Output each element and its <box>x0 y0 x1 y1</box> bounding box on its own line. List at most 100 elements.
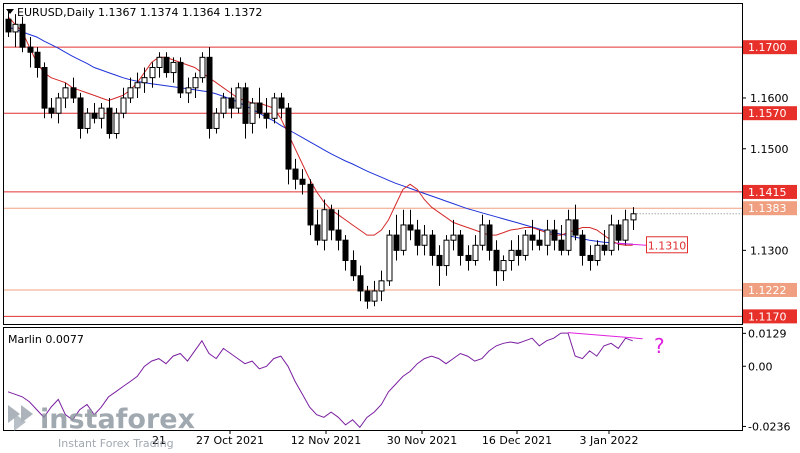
candle-body <box>622 219 629 241</box>
candle-body <box>263 112 270 119</box>
level-tag-label: 1.1170 <box>748 310 787 323</box>
candle-body <box>77 97 84 129</box>
candle-body <box>335 229 342 241</box>
candle <box>321 199 328 251</box>
candle-body <box>357 275 364 292</box>
candle-body <box>508 249 515 262</box>
candle <box>228 87 235 119</box>
candle-body <box>579 234 586 256</box>
candle-body <box>177 61 184 94</box>
candle-body <box>378 280 385 292</box>
candle <box>486 219 493 261</box>
candle-body <box>522 234 529 256</box>
ma-fast-line <box>7 16 633 246</box>
candle <box>77 92 84 139</box>
candle-body <box>5 18 12 33</box>
candle <box>120 87 127 119</box>
candle <box>27 37 34 68</box>
candle <box>213 108 220 134</box>
candle <box>5 9 12 38</box>
candle-body <box>587 254 594 262</box>
candle <box>622 209 629 246</box>
osc-tick-label: 0.0129 <box>748 327 787 340</box>
candle <box>242 82 249 139</box>
candle-body <box>536 239 543 246</box>
level-tag-label: 1.1222 <box>748 284 787 297</box>
candle <box>314 209 321 246</box>
candle-body <box>91 112 98 119</box>
candle <box>350 250 357 281</box>
candle-body <box>400 224 407 251</box>
candle <box>465 245 472 271</box>
indicator-label: Marlin 0.0077 <box>8 333 84 346</box>
candle-body <box>572 219 579 236</box>
candle <box>544 219 551 256</box>
candle-body <box>493 249 500 272</box>
candle <box>508 240 515 271</box>
candle <box>500 255 507 281</box>
price-callout: 1.1310 <box>616 236 688 254</box>
candle-body <box>342 239 349 262</box>
candle <box>579 230 586 266</box>
candle-body <box>34 51 41 68</box>
candle <box>48 97 55 119</box>
candle <box>192 72 199 98</box>
candle-body <box>163 56 170 74</box>
candle-body <box>608 224 615 251</box>
candle-body <box>292 168 299 180</box>
candle <box>328 204 335 241</box>
price-tick-label: 1.1300 <box>750 244 789 257</box>
candle <box>342 235 349 271</box>
candle <box>185 77 192 104</box>
level-tag-label: 1.1570 <box>748 107 787 120</box>
level-tag-label: 1.1700 <box>748 41 787 54</box>
candle <box>429 230 436 266</box>
candle-body <box>429 234 436 256</box>
candle-body <box>285 107 292 170</box>
candle <box>371 280 378 307</box>
level-tag-label: 1.1383 <box>748 202 787 215</box>
candle-body <box>134 82 141 89</box>
candle <box>421 224 428 256</box>
candle <box>307 179 314 236</box>
candle-body <box>443 239 450 267</box>
candle-body <box>84 112 91 129</box>
candle <box>378 270 385 302</box>
candle <box>235 82 242 114</box>
candle <box>127 77 134 104</box>
candle-body <box>242 87 249 124</box>
osc-tick-label: -0.0236 <box>748 420 790 433</box>
candle <box>292 158 299 190</box>
candle <box>565 209 572 256</box>
candle-body <box>350 260 357 277</box>
callout-box <box>646 236 688 254</box>
candle-body <box>594 244 601 262</box>
oscillator-panel: ? 0.0129 0.00 -0.0236 <box>7 327 790 433</box>
candle <box>34 47 41 78</box>
price-tick-label: 1.1500 <box>750 143 789 156</box>
candle-body <box>249 102 256 124</box>
symbol-header: EURUSD,Daily 1.1367 1.1374 1.1364 1.1372 <box>17 6 262 19</box>
candle-body <box>321 209 328 241</box>
candle <box>587 245 594 271</box>
candle-body <box>544 229 551 246</box>
candle <box>19 16 26 53</box>
candle <box>608 214 615 256</box>
candle-body <box>515 249 522 256</box>
candle <box>84 108 91 134</box>
candle-body <box>149 66 156 79</box>
candle-body <box>27 46 34 53</box>
candle <box>407 209 414 241</box>
dropdown-triangle-icon[interactable] <box>6 9 14 14</box>
candle-body <box>185 87 192 94</box>
time-tick-label: 27 Oct 2021 <box>196 434 264 447</box>
candle <box>335 209 342 251</box>
candle <box>199 52 206 83</box>
candle-body <box>450 234 457 241</box>
candle-body <box>141 77 148 84</box>
logo-mark-icon <box>8 405 33 431</box>
candle <box>62 82 69 109</box>
candle <box>436 245 443 286</box>
osc-tick-label: 0.00 <box>748 360 773 373</box>
candle-body <box>98 107 105 119</box>
